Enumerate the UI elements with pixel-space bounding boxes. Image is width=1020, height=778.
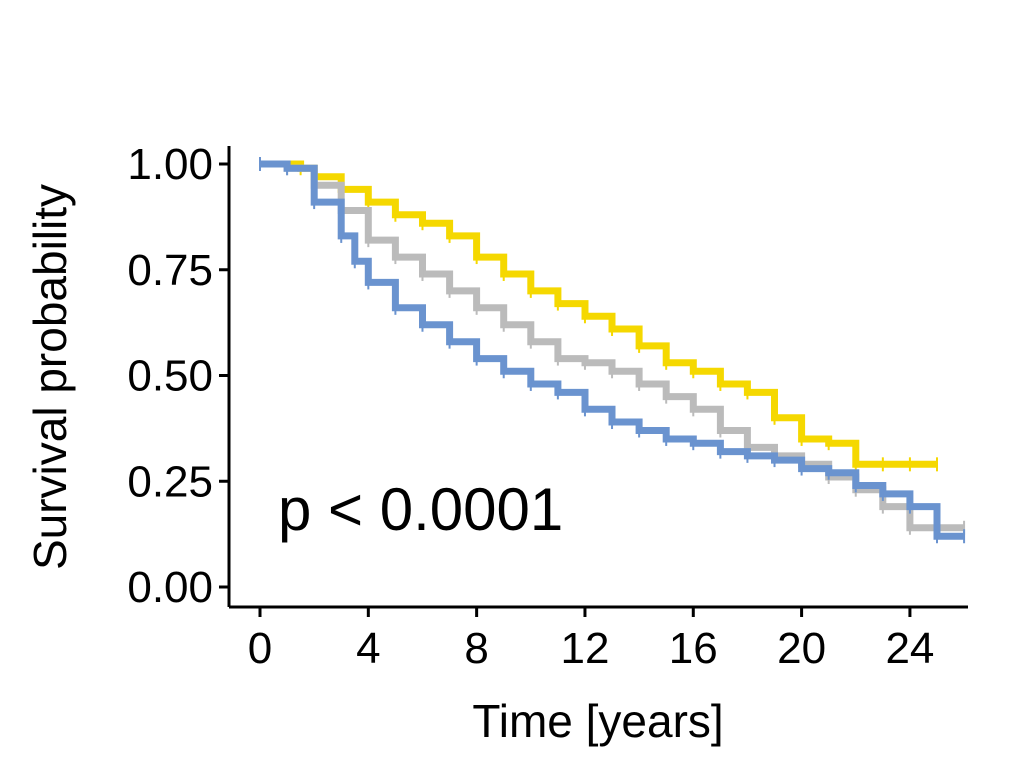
km-series-2 [259,157,966,544]
p-value-annotation: p < 0.0001 [278,476,563,543]
x-tick-label: 8 [464,624,488,673]
y-tick-label: 0.25 [127,457,213,506]
x-axis-title: Time [years] [472,695,723,747]
y-axis-title: Survival probability [24,184,76,570]
y-tick-label: 0.75 [127,246,213,295]
x-tick-label: 16 [669,624,718,673]
x-tick-label: 20 [777,624,826,673]
y-tick-label: 0.50 [127,352,213,401]
x-tick-label: 0 [248,624,272,673]
series-layer [259,157,966,544]
y-axis-ticks: 0.00 0.25 0.50 0.75 1.00 [127,140,229,612]
x-tick-label: 24 [885,624,934,673]
km-series-0 [259,157,938,472]
y-tick-label: 0.00 [127,563,213,612]
y-tick-label: 1.00 [127,140,213,189]
km-curve [260,160,965,540]
x-tick-label: 12 [560,624,609,673]
x-axis-ticks: 0 4 8 12 16 20 24 [248,607,934,673]
x-tick-label: 4 [356,624,380,673]
